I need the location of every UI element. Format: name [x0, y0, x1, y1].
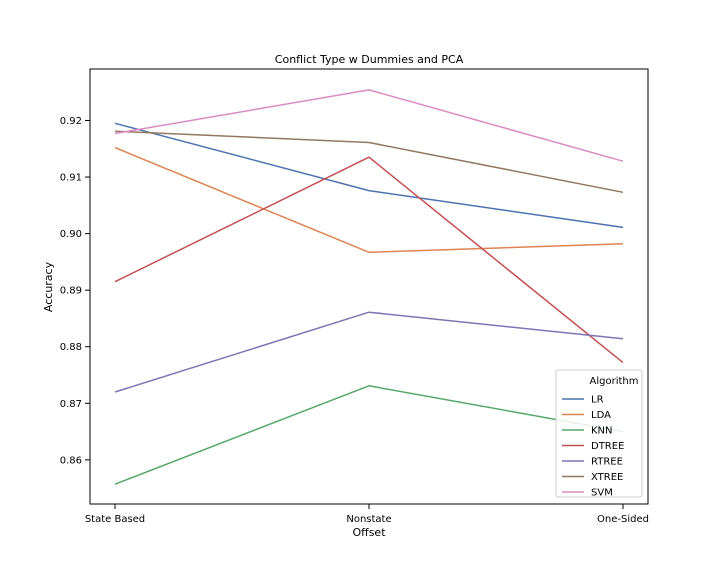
legend-items: LR LDA KNN DTREE RTREE XTREE SVM — [562, 395, 624, 499]
series-line-xtree — [114, 130, 624, 194]
series-layer — [114, 89, 624, 485]
legend-label-svm: SVM — [591, 488, 613, 499]
legend-label-xtree: XTREE — [591, 472, 623, 483]
y-axis: 0.86 0.87 0.88 0.89 0.90 0.91 0.92 — [60, 116, 90, 466]
legend-label-knn: KNN — [591, 426, 613, 437]
y-tick-label: 0.89 — [60, 286, 82, 297]
y-tick-label: 0.87 — [60, 399, 82, 410]
series-line-rtree — [114, 311, 624, 393]
series-line-lda — [114, 146, 624, 254]
legend-label-lda: LDA — [591, 410, 611, 421]
series-line-knn — [114, 385, 624, 485]
y-tick-label: 0.91 — [60, 173, 82, 184]
legend-title: Algorithm — [590, 376, 639, 387]
x-tick-label: One-Sided — [597, 514, 649, 525]
y-tick-label: 0.92 — [60, 116, 82, 127]
x-axis-label: Offset — [352, 526, 386, 539]
y-axis-label: Accuracy — [42, 261, 55, 312]
legend-label-lr: LR — [591, 395, 604, 406]
y-tick-label: 0.88 — [60, 342, 82, 353]
y-tick-label: 0.90 — [60, 229, 82, 240]
series-line-svm — [114, 89, 624, 162]
legend-frame — [555, 369, 643, 498]
x-axis: State Based Nonstate One-Sided — [85, 504, 649, 525]
x-tick-label: State Based — [85, 514, 145, 525]
legend-label-rtree: RTREE — [591, 457, 623, 468]
x-tick-label: Nonstate — [346, 514, 391, 525]
legend-label-dtree: DTREE — [591, 441, 624, 452]
y-tick-label: 0.86 — [60, 455, 82, 466]
chart-title: Conflict Type w Dummies and PCA — [275, 53, 464, 66]
legend: Algorithm LR LDA KNN DTREE RTREE XTREE SVM — [555, 369, 643, 499]
series-line-lr — [114, 122, 624, 229]
series-line-dtree — [114, 156, 624, 364]
